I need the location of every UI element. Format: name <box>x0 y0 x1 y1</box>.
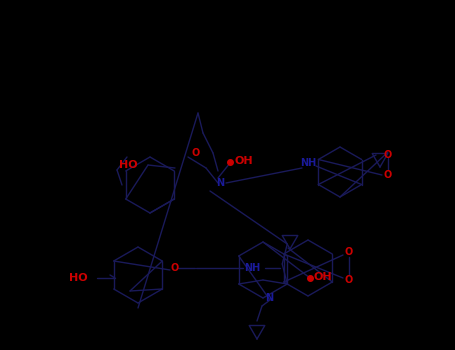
Text: O: O <box>345 247 353 257</box>
Text: O: O <box>171 263 179 273</box>
Text: O: O <box>192 148 200 158</box>
Text: N: N <box>216 178 224 188</box>
Text: HO: HO <box>69 273 87 283</box>
Text: OH: OH <box>235 156 253 166</box>
Text: O: O <box>384 150 392 160</box>
Text: NH: NH <box>244 263 260 273</box>
Text: O: O <box>345 275 353 285</box>
Text: NH: NH <box>300 158 316 168</box>
Text: O: O <box>384 170 392 180</box>
Text: OH: OH <box>313 272 332 282</box>
Text: N: N <box>265 293 273 303</box>
Text: HO: HO <box>119 160 137 170</box>
